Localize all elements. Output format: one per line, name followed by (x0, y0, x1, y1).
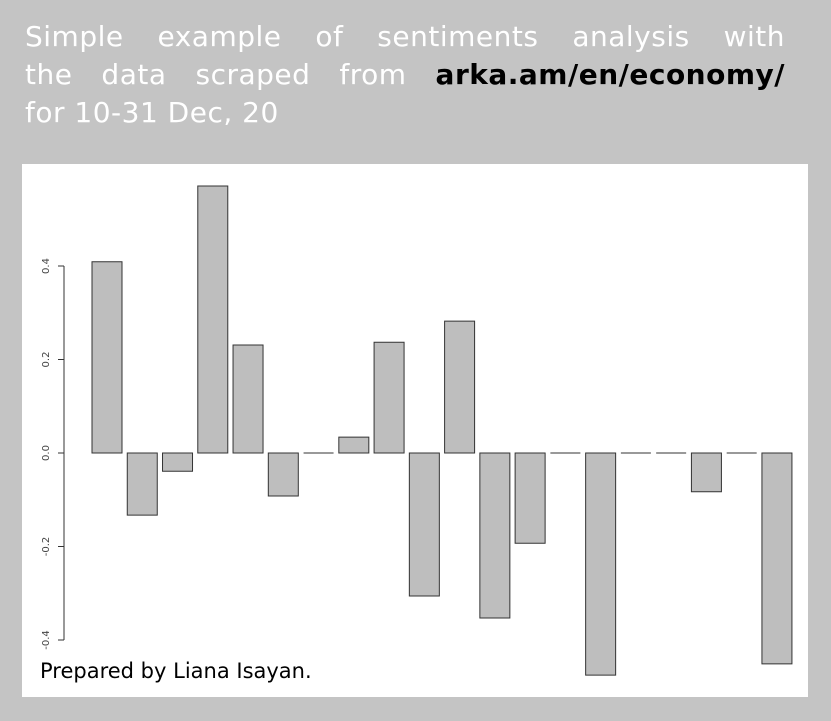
title-text: the data scraped from (25, 58, 407, 91)
y-tick-label: 0.4 (41, 258, 52, 274)
bar (232, 344, 264, 454)
title: Simple example of sentiments analysis wi… (25, 18, 785, 132)
bar (514, 452, 546, 544)
bar (408, 452, 440, 597)
bar (479, 452, 511, 619)
bar (761, 452, 793, 665)
bar (162, 452, 194, 472)
bar (267, 452, 299, 497)
title-link: arka.am/en/economy/ (435, 58, 785, 91)
bar (585, 452, 617, 676)
footer: Prepared by Liana Isayan. (40, 659, 312, 683)
bar (338, 436, 370, 454)
chart-panel (22, 164, 808, 697)
title-line: Simple example of sentiments analysis wi… (25, 20, 785, 53)
title-line: the data scraped from arka.am/en/economy… (25, 56, 785, 94)
y-tick-label: -0.4 (41, 630, 52, 650)
y-tick-label: 0.2 (41, 352, 52, 368)
bar (690, 452, 722, 493)
bar (197, 185, 229, 454)
y-tick-label: -0.2 (41, 537, 52, 557)
bar (91, 261, 123, 454)
title-line: for 10-31 Dec, 20 (25, 96, 279, 129)
bar (126, 452, 158, 516)
y-tick-label: 0.0 (41, 445, 52, 461)
bar (373, 341, 405, 454)
bar (444, 320, 476, 454)
